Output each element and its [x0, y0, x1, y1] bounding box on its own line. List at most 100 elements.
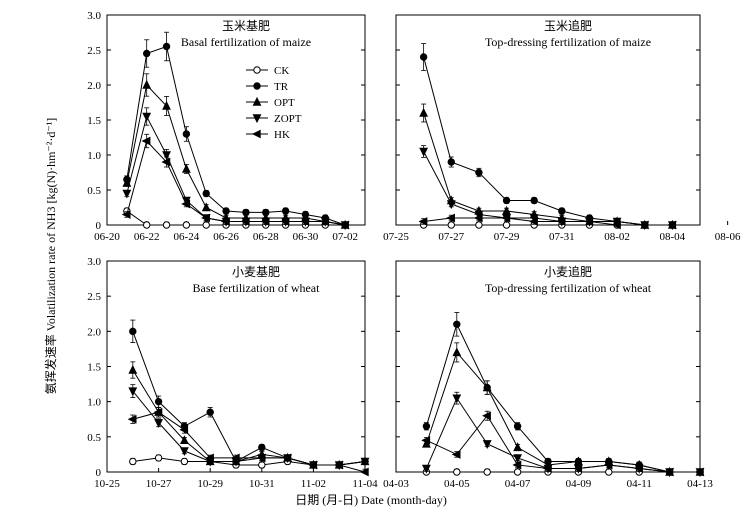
legend-item-hk: HK: [246, 129, 290, 141]
data-point: [453, 320, 461, 328]
panel-subtitle: Basal fertilization of maize: [181, 35, 311, 49]
data-point: [179, 447, 189, 457]
data-point: [179, 425, 189, 435]
y-tick-label: 2.5: [87, 291, 101, 303]
data-point: [153, 407, 163, 417]
legend-marker: [253, 66, 261, 74]
series-line: [423, 151, 673, 226]
series-line: [126, 45, 346, 226]
data-point: [447, 221, 455, 229]
data-point: [542, 464, 552, 473]
data-point: [603, 460, 613, 470]
series-opt: [419, 103, 677, 229]
data-point: [142, 49, 151, 58]
series-line: [126, 115, 346, 226]
data-point: [419, 147, 429, 157]
data-point: [282, 453, 292, 463]
data-point: [359, 467, 369, 477]
panel-subtitle: Top-dressing fertilization of maize: [485, 35, 651, 49]
data-point: [502, 196, 511, 205]
data-point: [240, 217, 250, 226]
data-point: [611, 220, 621, 230]
data-point: [181, 163, 191, 173]
data-point: [141, 136, 151, 146]
series-line: [132, 331, 366, 466]
panel-subtitle: Base fertilization of wheat: [193, 281, 321, 295]
data-point: [129, 327, 137, 336]
data-point: [502, 205, 511, 215]
x-tick-label: 06-20: [94, 231, 120, 243]
data-point: [513, 454, 523, 464]
series-opt: [122, 73, 350, 229]
data-point: [452, 394, 462, 404]
data-point: [482, 440, 492, 449]
series-hk: [418, 213, 677, 230]
y-tick-label: 1.0: [87, 150, 101, 162]
data-point: [556, 217, 566, 226]
data-point: [201, 202, 211, 212]
series-zopt: [128, 384, 370, 471]
data-point: [447, 158, 455, 166]
y-axis-label: 氨挥发速率 Volatilization rate of NH3 [kg(N)·…: [43, 118, 58, 395]
series-opt: [128, 361, 370, 469]
legend-item-ck: CK: [246, 65, 289, 77]
data-point: [122, 189, 132, 199]
data-point: [122, 177, 132, 187]
chart-panel-4: 04-03 04-05 04-07 04-09 04-11 04-13 小麦追肥 Top-dr…: [383, 260, 713, 490]
x-axis-label: 日期 (月-日) Date (month-day): [295, 493, 447, 507]
data-point: [422, 422, 431, 430]
data-point: [280, 217, 290, 226]
data-point: [452, 347, 462, 357]
data-point: [513, 468, 522, 476]
data-point: [501, 213, 511, 223]
data-point: [512, 460, 522, 470]
series-line: [426, 414, 700, 473]
data-point: [128, 387, 138, 397]
y-tick-label: 0.5: [87, 185, 101, 197]
series-line: [132, 411, 366, 473]
series-tr: [422, 312, 704, 476]
data-point: [320, 217, 330, 226]
data-point: [162, 100, 171, 110]
data-point: [121, 210, 131, 219]
x-tick-label: 06-30: [293, 231, 319, 243]
chart-panel-2: 07-25 07-27 07-29 07-31 08-02 08-04 08-06 玉米追肥 T…: [383, 14, 741, 243]
legend-item-opt: OPT: [246, 96, 295, 109]
panel-title: 玉米追肥: [544, 18, 592, 33]
y-tick-label: 1.0: [87, 397, 101, 409]
data-point: [513, 442, 523, 452]
series-ck: [129, 454, 369, 469]
series-line: [425, 322, 700, 473]
panel-title: 玉米基肥: [222, 19, 270, 33]
data-point: [162, 42, 171, 51]
x-tick-label: 11-04: [352, 478, 378, 490]
series-zopt: [122, 107, 350, 231]
data-point: [205, 453, 214, 463]
series-tr: [123, 31, 349, 229]
y-tick-label: 1.5: [87, 362, 101, 374]
data-point: [300, 217, 310, 226]
data-point: [451, 450, 461, 459]
data-point: [340, 220, 349, 230]
y-tick-label: 3.0: [87, 10, 101, 22]
series-tr: [129, 319, 369, 469]
data-point: [308, 460, 318, 470]
data-point: [482, 382, 492, 392]
panel-subtitle: Top-dressing fertilization of wheat: [485, 281, 652, 295]
series-line: [132, 369, 366, 466]
data-point: [639, 220, 649, 230]
legend-marker: [251, 129, 261, 139]
data-point: [584, 217, 594, 226]
data-point: [446, 213, 455, 223]
legend-item-zopt: ZOPT: [246, 113, 302, 125]
data-point: [179, 435, 189, 445]
y-tick-label: 0.5: [87, 432, 101, 444]
data-point: [161, 157, 171, 167]
data-point: [142, 79, 152, 89]
x-tick-label: 04-11: [627, 478, 652, 490]
x-tick-label: 10-27: [146, 478, 172, 490]
y-tick-label: 2.0: [87, 80, 101, 92]
y-tick-label: 1.5: [87, 115, 101, 127]
x-tick-label: 04-03: [383, 478, 409, 490]
data-point: [127, 414, 137, 424]
